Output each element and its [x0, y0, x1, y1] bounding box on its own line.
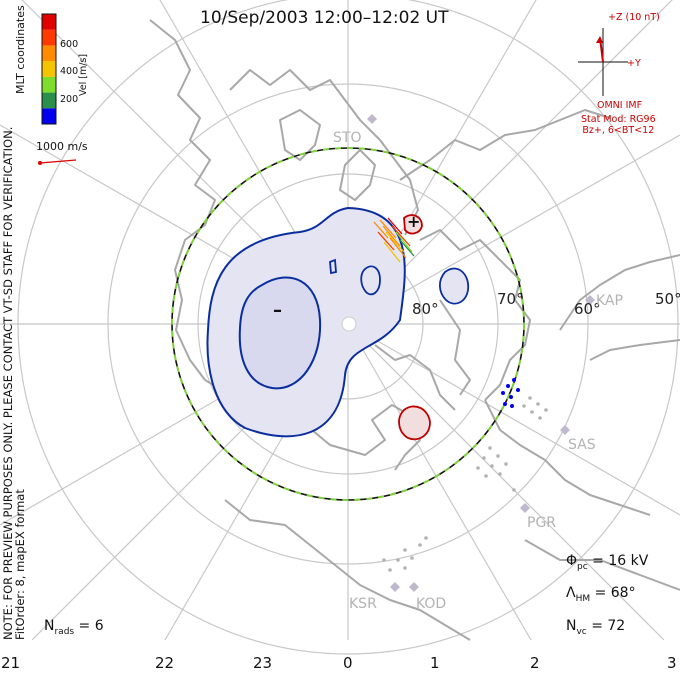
station-markers: [367, 114, 595, 592]
potential-minimum-marker: –: [273, 300, 282, 321]
velocity-vectors: [373, 217, 415, 263]
colorbar-tick-600: 600: [60, 39, 79, 50]
colorbar-swatch: [42, 76, 56, 93]
hm-boundary-green: [171, 147, 525, 501]
imf-dial: [578, 28, 628, 96]
station-ksr: KSR: [349, 596, 377, 612]
data-points-gray: [382, 396, 548, 572]
preview-note: NOTE: FOR PREVIEW PURPOSES ONLY. PLEASE …: [1, 126, 27, 640]
radar-count: Nrads = 6: [44, 618, 104, 637]
station-kod: KOD: [416, 596, 447, 612]
reference-vector: [38, 159, 77, 165]
lat-label-70: 70°: [497, 290, 524, 308]
imf-z-label: +Z (10 nT): [608, 12, 660, 23]
lat-label-50: 50°: [655, 290, 680, 308]
mlt-label-3: 3: [667, 654, 677, 672]
station-sas: SAS: [568, 437, 596, 453]
stat-model: Stat Mod: RG96 Bz+, 6<BT<12: [581, 114, 656, 136]
velocity-colorbar: [41, 13, 57, 125]
colorbar-tick-200: 200: [60, 94, 79, 105]
colorbar-swatch: [42, 108, 56, 124]
mlt-label-22: 22: [155, 654, 175, 672]
map-title: 10/Sep/2003 12:00–12:02 UT: [200, 8, 449, 28]
mlt-label-0: 0: [343, 654, 353, 672]
imf-y-label: +Y: [627, 58, 641, 69]
mlt-label-21: 21: [1, 654, 21, 672]
vector-count: Nvc = 72: [566, 618, 626, 637]
station-sto: STO: [333, 130, 362, 146]
convection-cell-dawn: [398, 214, 431, 441]
colorbar-swatch: [42, 45, 56, 62]
coordinate-system: MLT coordinates: [14, 5, 27, 94]
mlt-label-1: 1: [430, 654, 440, 672]
pole-marker: [341, 316, 357, 332]
colorbar-frame: [41, 13, 57, 125]
data-points-blue: [501, 378, 520, 408]
station-pgr: PGR: [527, 515, 557, 531]
mlt-label-23: 23: [253, 654, 273, 672]
imf-condition: Bz+, 6<BT<12: [582, 125, 655, 136]
colorbar-swatch: [42, 61, 56, 77]
colorbar-swatch: [42, 29, 56, 46]
hm-latitude: ΛHM = 68°: [566, 585, 636, 604]
lat-label-60: 60°: [574, 300, 601, 318]
cross-polar-cap-potential: Φpc = 16 kV: [566, 553, 649, 572]
colorbar-unit: Vel [m/s]: [78, 53, 89, 96]
lat-label-80: 80°: [412, 300, 439, 318]
fit-order: FitOrder: 8, mapEX format: [13, 489, 27, 640]
reference-vector-label: 1000 m/s: [36, 140, 88, 153]
colorbar-swatch: [42, 92, 56, 109]
mlt-label-2: 2: [530, 654, 540, 672]
station-kap: KAP: [596, 293, 623, 309]
convection-cell-dusk: [206, 206, 470, 438]
colorbar-tick-400: 400: [60, 66, 79, 77]
colorbar-swatch: [42, 14, 56, 30]
potential-maximum-marker: +: [407, 212, 421, 231]
imf-source: OMNI IMF: [597, 100, 643, 111]
